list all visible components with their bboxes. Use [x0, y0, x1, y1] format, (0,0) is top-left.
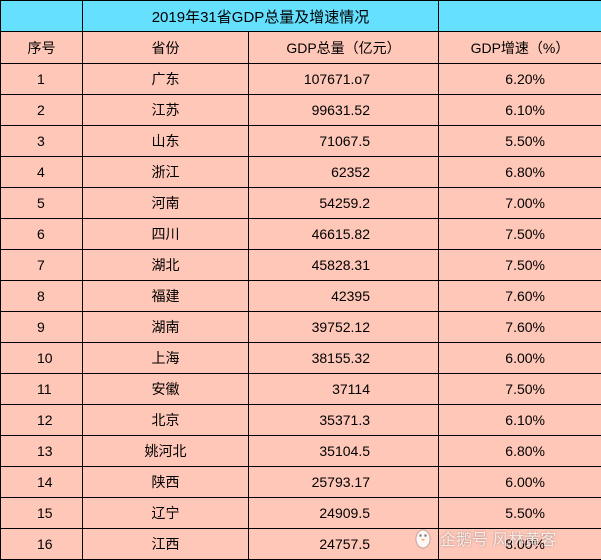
- cell-rank: 3: [0, 125, 83, 157]
- cell-rank: 4: [0, 156, 83, 188]
- cell-growth: 6.20%: [438, 63, 601, 95]
- title-blank-cell-left: [0, 0, 83, 32]
- cell-province: 湖南: [82, 311, 249, 343]
- cell-rank: 1: [0, 63, 83, 95]
- table-row: 14 陕西 25793.17 6.00%: [0, 466, 601, 498]
- cell-rank: 14: [0, 466, 83, 498]
- watermark-text: 企鹅号 风林黄客: [440, 532, 557, 549]
- title-blank-cell-right: [438, 0, 601, 32]
- cell-growth: 6.10%: [438, 94, 601, 126]
- cell-rank: 8: [0, 280, 83, 312]
- cell-gdp: 62352: [248, 156, 439, 188]
- cell-province: 广东: [82, 63, 249, 95]
- cell-gdp: 38155.32: [248, 342, 439, 374]
- table-row: 4 浙江 62352 6.80%: [0, 156, 601, 188]
- table-row: 11 安徽 37114 7.50%: [0, 373, 601, 405]
- watermark: 企鹅号 风林黄客: [412, 526, 556, 550]
- cell-rank: 12: [0, 404, 83, 436]
- cell-rank: 7: [0, 249, 83, 281]
- cell-province: 安徽: [82, 373, 249, 405]
- cell-rank: 10: [0, 342, 83, 374]
- cell-rank: 15: [0, 497, 83, 529]
- cell-gdp: 35104.5: [248, 435, 439, 467]
- cell-province: 辽宁: [82, 497, 249, 529]
- table-row: 12 北京 35371.3 6.10%: [0, 404, 601, 436]
- cell-growth: 5.50%: [438, 125, 601, 157]
- cell-growth: 5.50%: [438, 497, 601, 529]
- header-province: 省份: [82, 31, 249, 64]
- header-growth: GDP增速（%）: [438, 31, 601, 64]
- table-row: 5 河南 54259.2 7.00%: [0, 187, 601, 219]
- header-rank: 序号: [0, 31, 83, 64]
- cell-growth: 7.50%: [438, 249, 601, 281]
- cell-province: 江西: [82, 528, 249, 560]
- table-row: 7 湖北 45828.31 7.50%: [0, 249, 601, 281]
- cell-rank: 11: [0, 373, 83, 405]
- cell-gdp: 37114: [248, 373, 439, 405]
- cell-gdp: 45828.31: [248, 249, 439, 281]
- cell-province: 浙江: [82, 156, 249, 188]
- cell-province: 福建: [82, 280, 249, 312]
- table-row: 3 山东 71067.5 5.50%: [0, 125, 601, 157]
- cell-gdp: 39752.12: [248, 311, 439, 343]
- cell-rank: 5: [0, 187, 83, 219]
- header-row: 序号 省份 GDP总量（亿元） GDP增速（%）: [0, 31, 601, 64]
- cell-gdp: 24909.5: [248, 497, 439, 529]
- cell-growth: 6.00%: [438, 342, 601, 374]
- table-row: 8 福建 42395 7.60%: [0, 280, 601, 312]
- cell-province: 山东: [82, 125, 249, 157]
- cell-gdp: 99631.52: [248, 94, 439, 126]
- header-gdp: GDP总量（亿元）: [248, 31, 439, 64]
- cell-gdp: 24757.5: [248, 528, 439, 560]
- cell-gdp: 54259.2: [248, 187, 439, 219]
- cell-province: 湖北: [82, 249, 249, 281]
- cell-rank: 13: [0, 435, 83, 467]
- table-row: 15 辽宁 24909.5 5.50%: [0, 497, 601, 529]
- cell-province: 北京: [82, 404, 249, 436]
- cell-gdp: 35371.3: [248, 404, 439, 436]
- table-row: 16 江西 24757.5 8.00%: [0, 528, 601, 560]
- table-row: 9 湖南 39752.12 7.60%: [0, 311, 601, 343]
- table-row: 2 江苏 99631.52 6.10%: [0, 94, 601, 126]
- cell-growth: 8.00%: [438, 528, 601, 560]
- cell-province: 四川: [82, 218, 249, 250]
- table-row: 13 姚河北 35104.5 6.80%: [0, 435, 601, 467]
- cell-province: 姚河北: [82, 435, 249, 467]
- cell-rank: 16: [0, 528, 83, 560]
- cell-growth: 7.00%: [438, 187, 601, 219]
- table-title: 2019年31省GDP总量及增速情况: [82, 0, 439, 32]
- title-row: 2019年31省GDP总量及增速情况: [0, 0, 601, 32]
- table-row: 6 四川 46615.82 7.50%: [0, 218, 601, 250]
- cell-rank: 2: [0, 94, 83, 126]
- table-row: 10 上海 38155.32 6.00%: [0, 342, 601, 374]
- table-body: 1 广东 107671.o7 6.20% 2 江苏 99631.52 6.10% 3 山东 7106…: [0, 63, 601, 560]
- penguin-logo-icon: [412, 527, 434, 549]
- cell-province: 江苏: [82, 94, 249, 126]
- cell-gdp: 42395: [248, 280, 439, 312]
- cell-growth: 7.60%: [438, 280, 601, 312]
- cell-gdp: 46615.82: [248, 218, 439, 250]
- cell-growth: 7.50%: [438, 218, 601, 250]
- cell-growth: 6.00%: [438, 466, 601, 498]
- cell-growth: 6.80%: [438, 435, 601, 467]
- cell-rank: 9: [0, 311, 83, 343]
- cell-gdp: 25793.17: [248, 466, 439, 498]
- cell-gdp: 71067.5: [248, 125, 439, 157]
- cell-province: 陕西: [82, 466, 249, 498]
- cell-province: 河南: [82, 187, 249, 219]
- cell-gdp: 107671.o7: [248, 63, 439, 95]
- table-row: 1 广东 107671.o7 6.20%: [0, 63, 601, 95]
- cell-growth: 6.10%: [438, 404, 601, 436]
- cell-growth: 7.50%: [438, 373, 601, 405]
- cell-growth: 7.60%: [438, 311, 601, 343]
- cell-province: 上海: [82, 342, 249, 374]
- cell-rank: 6: [0, 218, 83, 250]
- cell-growth: 6.80%: [438, 156, 601, 188]
